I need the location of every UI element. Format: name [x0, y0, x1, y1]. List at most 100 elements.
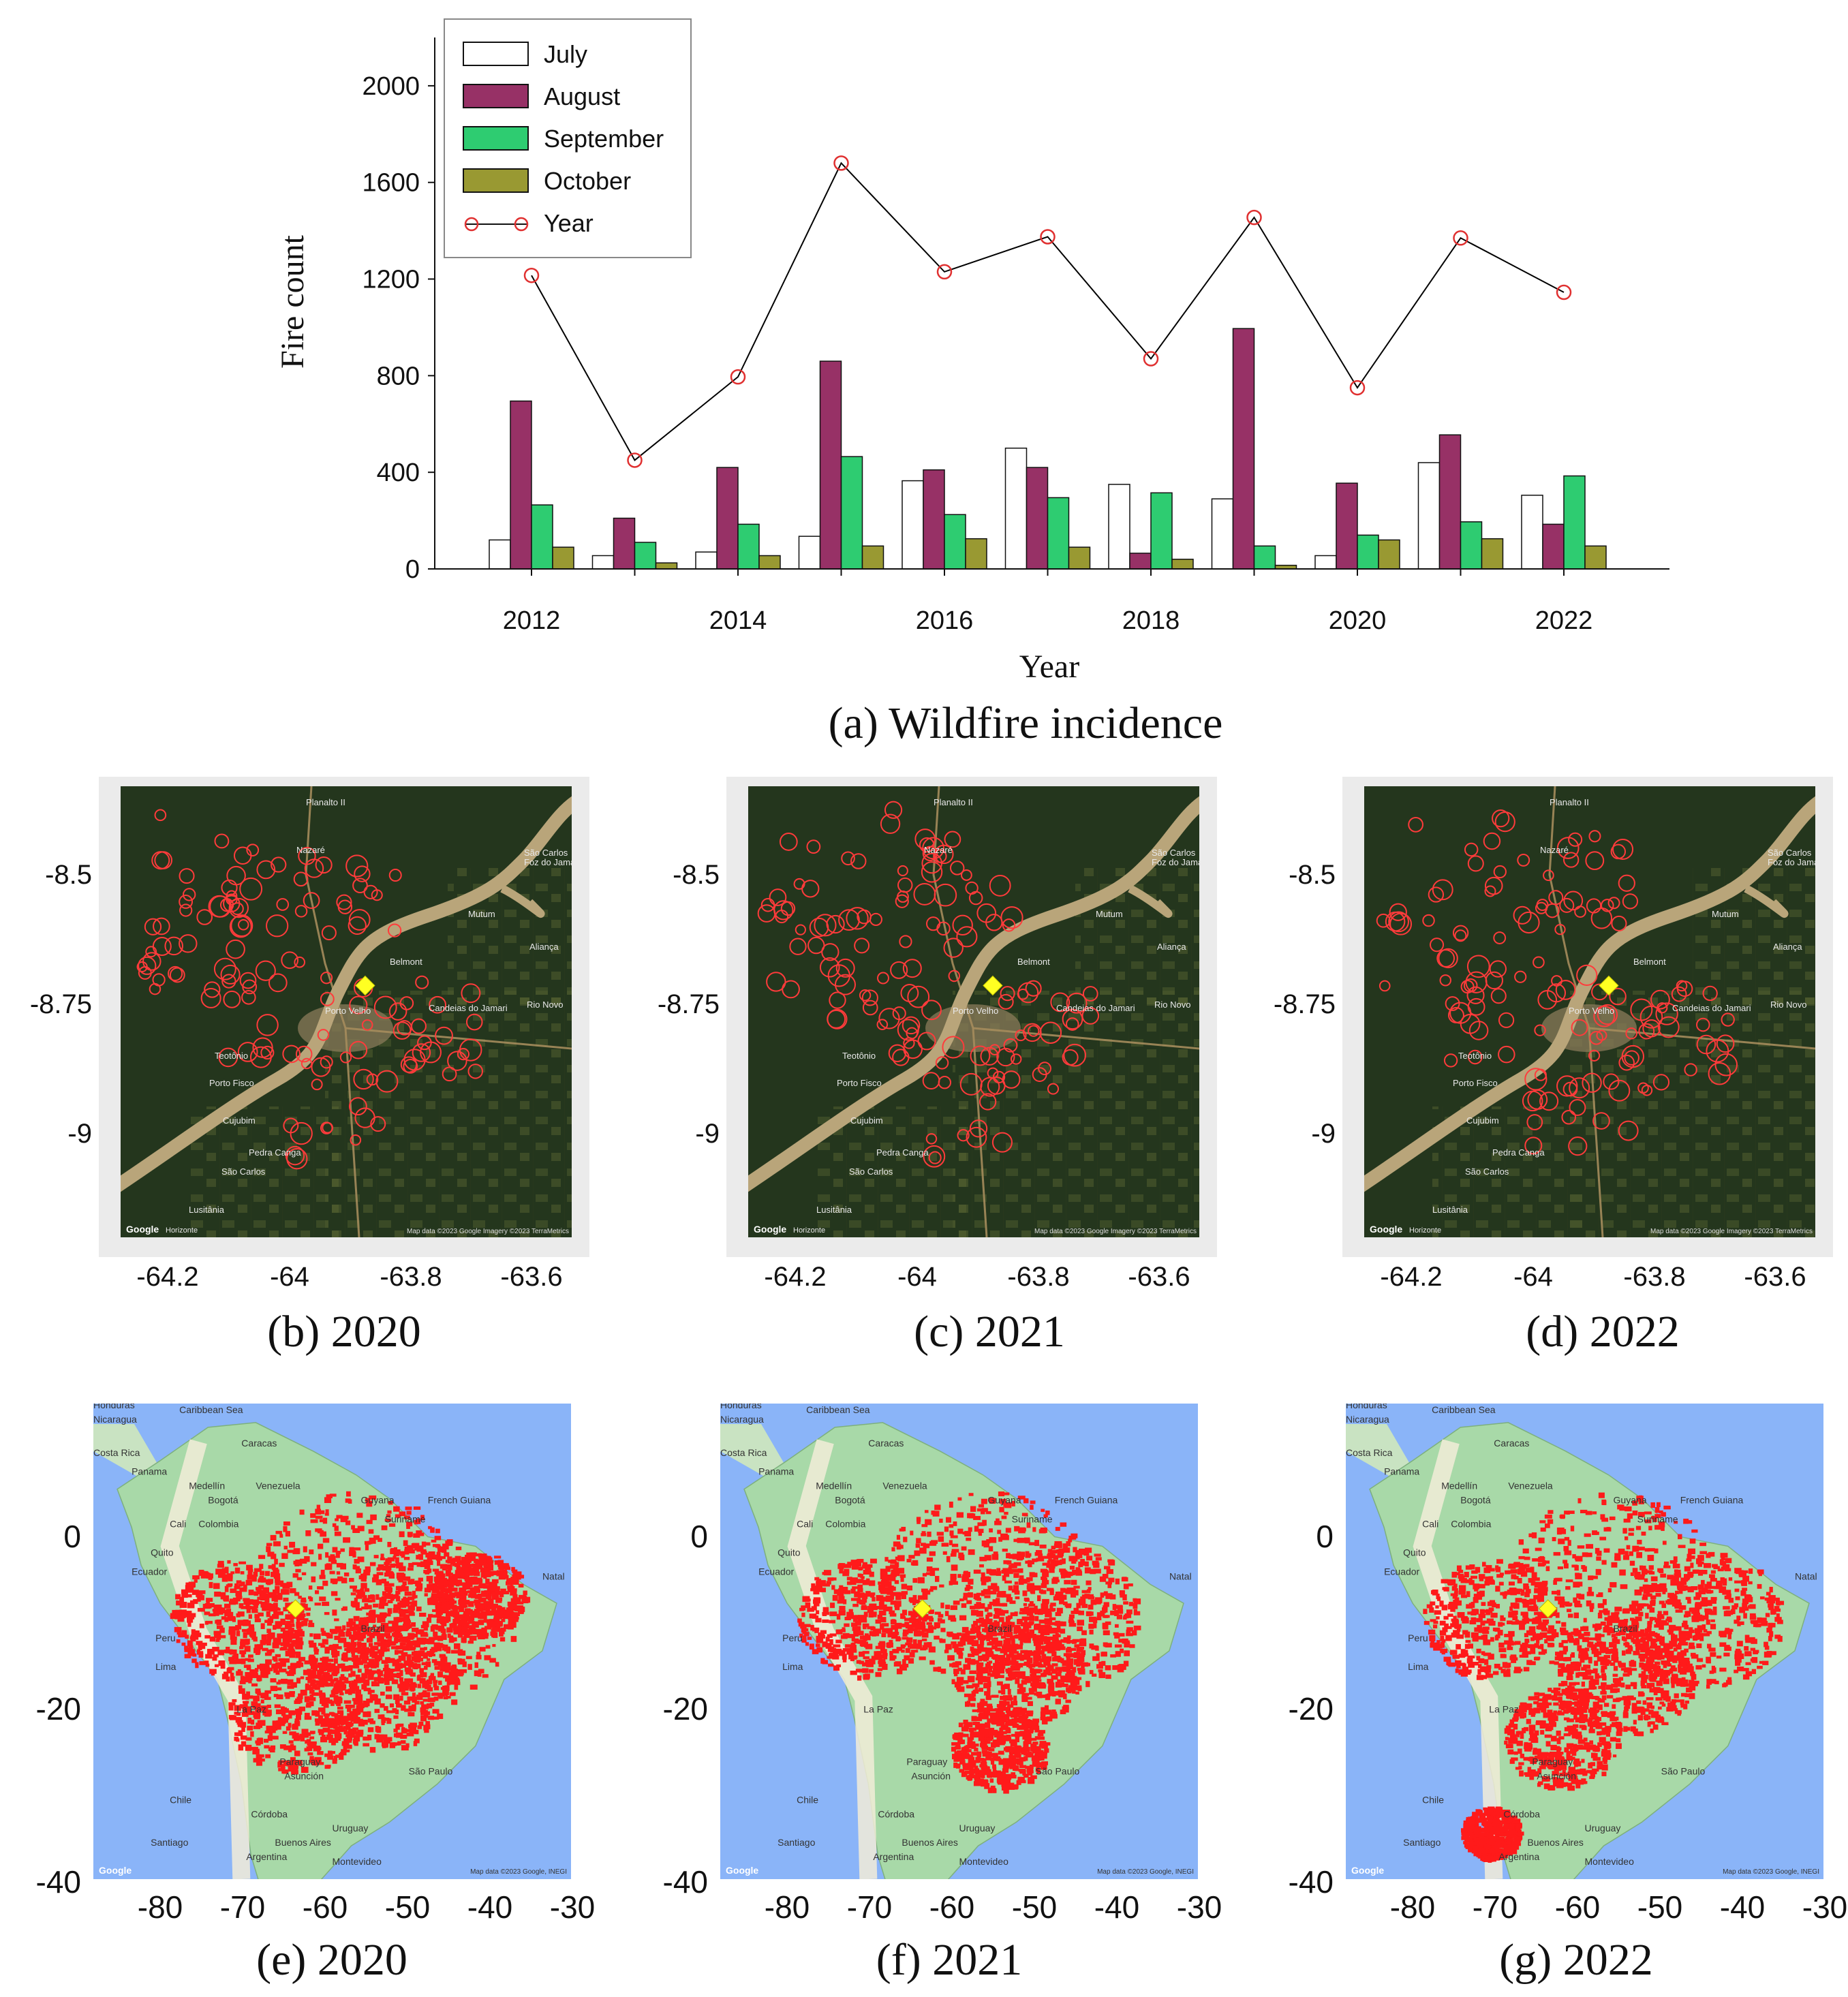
- fire-pixel: [380, 1553, 384, 1559]
- fire-pixel: [187, 1603, 195, 1609]
- fire-pixel: [263, 1692, 268, 1697]
- fire-pixel: [1001, 1610, 1009, 1614]
- fire-pixel: [362, 1719, 368, 1725]
- fire-marker: [956, 926, 978, 948]
- fire-pixel: [305, 1530, 311, 1536]
- fire-pixel: [406, 1656, 412, 1662]
- fire-pixel: [917, 1620, 922, 1625]
- fire-pixel: [347, 1707, 352, 1712]
- fire-pixel: [351, 1729, 357, 1734]
- fire-pixel: [975, 1716, 983, 1722]
- fire-marker: [1518, 911, 1540, 934]
- fire-pixel: [423, 1665, 428, 1670]
- porto-velho-location-marker: [1599, 975, 1619, 996]
- fire-marker: [922, 837, 944, 860]
- fire-pixel: [1026, 1578, 1030, 1583]
- agricultural-fields-sw: [816, 1106, 966, 1237]
- fire-pixel: [373, 1603, 379, 1608]
- fire-pixel: [425, 1542, 431, 1546]
- fire-pixel: [303, 1669, 310, 1675]
- fire-pixel: [1025, 1598, 1030, 1602]
- fire-marker: [348, 909, 371, 931]
- fire-pixel: [963, 1679, 969, 1684]
- fire-pixel: [848, 1609, 853, 1614]
- fire-pixel: [413, 1533, 420, 1538]
- fire-marker: [298, 847, 316, 865]
- fire-pixel: [422, 1690, 427, 1693]
- fire-pixel: [445, 1611, 451, 1617]
- fire-pixel: [215, 1592, 220, 1596]
- fire-pixel: [329, 1694, 336, 1698]
- fire-pixel: [326, 1734, 333, 1740]
- fire-pixel: [1037, 1762, 1043, 1768]
- fire-pixel: [431, 1554, 439, 1560]
- fire-marker: [1650, 989, 1670, 1010]
- fire-pixel: [433, 1626, 440, 1629]
- fire-pixel: [395, 1590, 401, 1595]
- fire-pixel: [299, 1509, 305, 1515]
- fire-marker: [349, 1040, 368, 1059]
- fire-pixel: [1098, 1661, 1105, 1666]
- fire-pixel: [1047, 1665, 1054, 1669]
- fire-pixel: [1062, 1662, 1068, 1667]
- fire-pixel: [395, 1557, 399, 1563]
- fire-pixel: [424, 1728, 429, 1733]
- fire-pixel: [309, 1642, 317, 1648]
- fire-pixel: [1041, 1753, 1047, 1759]
- fire-pixel: [374, 1734, 380, 1739]
- fire-pixel: [432, 1709, 440, 1714]
- fire-pixel: [914, 1550, 921, 1556]
- fire-pixel: [416, 1518, 421, 1524]
- fire-pixel: [421, 1692, 427, 1696]
- fire-pixel: [269, 1615, 275, 1620]
- fire-marker: [1569, 1077, 1590, 1099]
- fire-marker: [1696, 1017, 1710, 1032]
- fire-pixel: [282, 1583, 290, 1589]
- fire-marker: [152, 937, 172, 957]
- fire-pixel: [328, 1729, 333, 1735]
- fire-pixel: [850, 1643, 856, 1647]
- fire-pixel: [966, 1584, 971, 1590]
- fire-pixel: [226, 1611, 234, 1616]
- fire-pixel: [377, 1650, 385, 1654]
- fire-marker: [281, 951, 299, 970]
- fire-pixel: [840, 1635, 848, 1639]
- fire-pixel: [927, 1629, 934, 1633]
- fire-pixel: [818, 1583, 822, 1590]
- fire-pixel: [1080, 1558, 1085, 1564]
- fire-pixel: [434, 1645, 442, 1652]
- fire-pixel: [364, 1653, 369, 1658]
- fire-marker: [221, 974, 236, 989]
- fire-pixel: [1105, 1595, 1113, 1599]
- fire-pixel: [323, 1703, 329, 1708]
- fire-marker: [1621, 1044, 1645, 1068]
- fire-pixel: [893, 1564, 899, 1571]
- fire-pixel: [435, 1575, 442, 1579]
- fire-pixel: [432, 1544, 440, 1547]
- fire-pixel: [441, 1592, 448, 1596]
- fire-pixel: [1133, 1611, 1141, 1615]
- fire-pixel: [433, 1679, 438, 1684]
- fire-pixel: [838, 1610, 846, 1616]
- fire-marker: [888, 1044, 907, 1062]
- fire-pixel: [336, 1515, 343, 1519]
- fire-pixel: [1002, 1714, 1010, 1719]
- fire-pixel: [320, 1569, 325, 1575]
- fire-pixel: [921, 1588, 928, 1592]
- fire-pixel: [469, 1587, 475, 1592]
- bar-october-2020: [1378, 539, 1400, 570]
- fire-pixel: [357, 1669, 362, 1673]
- fire-pixel: [373, 1624, 377, 1628]
- fire-pixel: [926, 1557, 934, 1562]
- fire-pixel: [338, 1753, 343, 1759]
- fire-pixel: [351, 1652, 355, 1658]
- fire-pixel: [380, 1703, 385, 1708]
- fire-marker: [1543, 869, 1554, 882]
- fire-pixel: [480, 1597, 487, 1603]
- fire-marker: [1454, 929, 1467, 942]
- label-sao-carlos-sw: São Carlos: [849, 1166, 893, 1177]
- fire-marker: [1638, 1023, 1655, 1040]
- fire-pixel: [251, 1746, 258, 1750]
- fire-pixel: [312, 1680, 320, 1684]
- fire-pixel: [1012, 1658, 1016, 1663]
